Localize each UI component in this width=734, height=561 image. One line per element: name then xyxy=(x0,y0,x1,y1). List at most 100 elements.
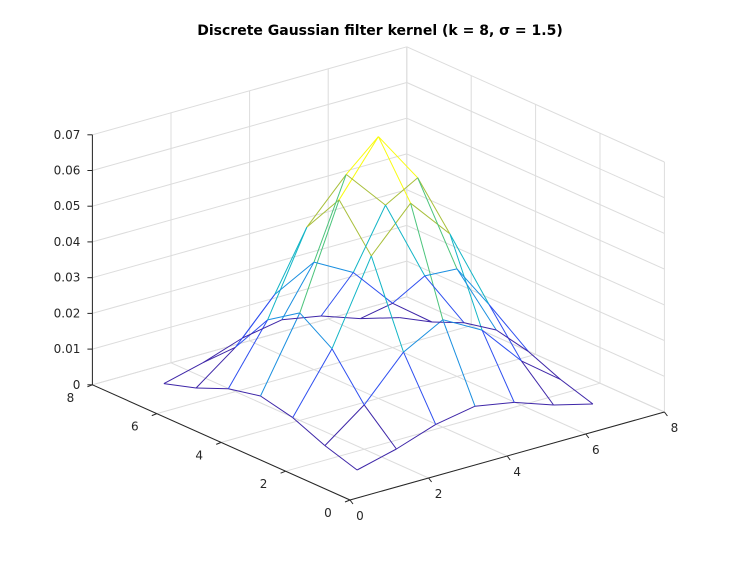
mesh-edge xyxy=(352,272,393,304)
mesh-edge xyxy=(345,136,379,175)
mesh-edge xyxy=(324,445,358,471)
mesh-edge xyxy=(321,315,361,320)
mesh-edge xyxy=(363,351,404,406)
side-wall-grid-line xyxy=(406,46,665,163)
mesh-edge xyxy=(299,312,333,350)
mesh-edge xyxy=(281,315,322,321)
mesh-edge xyxy=(331,255,372,349)
mesh-edge xyxy=(370,202,412,257)
mesh-edge xyxy=(417,177,451,235)
mesh-edge xyxy=(331,348,365,406)
mesh-edge xyxy=(392,275,426,304)
mesh-edge xyxy=(488,304,529,352)
mesh-edge xyxy=(442,319,483,331)
back-wall-grid-line xyxy=(92,224,407,314)
side-wall-grid-line xyxy=(406,153,665,270)
mesh-edge xyxy=(385,177,419,206)
mesh-edge xyxy=(313,261,354,273)
mesh-edge xyxy=(528,351,562,380)
x-tick-mark xyxy=(664,411,668,417)
z-tick-label: 0.05 xyxy=(54,199,81,213)
y-tick-mark xyxy=(280,470,286,474)
mesh-edge xyxy=(202,346,236,364)
y-tick-mark xyxy=(216,441,222,445)
mesh-edge xyxy=(377,136,412,204)
surface-mesh xyxy=(163,136,594,471)
floor-grid-line xyxy=(221,353,536,443)
mesh-edge xyxy=(338,136,379,201)
mesh-edge xyxy=(378,136,419,179)
x-tick-mark xyxy=(349,499,354,505)
mesh-edge xyxy=(514,401,554,406)
floor-grid-line xyxy=(285,382,601,472)
y-tick-label: 6 xyxy=(131,420,139,434)
mesh-edge xyxy=(363,404,397,450)
z-tick-label: 0.03 xyxy=(54,271,81,285)
x-tick-label: 0 xyxy=(356,509,364,523)
mesh-edge xyxy=(431,321,465,324)
mesh-edge xyxy=(474,401,515,407)
side-wall-grid-line xyxy=(406,296,665,413)
side-wall-grid-line xyxy=(406,189,665,306)
mesh-edge xyxy=(435,405,476,425)
mesh-edge xyxy=(424,275,465,324)
mesh-edge xyxy=(553,403,593,406)
mesh-edge xyxy=(306,199,340,228)
mesh-edge xyxy=(227,319,269,390)
mesh-edge xyxy=(385,204,426,277)
y-tick-label: 4 xyxy=(195,448,203,462)
y-tick-label: 2 xyxy=(260,477,268,491)
mesh-edge xyxy=(370,255,404,353)
mesh-edge xyxy=(202,337,243,364)
z-tick-label: 0.04 xyxy=(54,235,81,249)
mesh-edge xyxy=(163,383,197,389)
mesh-edge xyxy=(274,226,308,295)
mesh-edge xyxy=(520,360,555,406)
mesh-edge xyxy=(360,317,400,320)
mesh-edge xyxy=(292,348,333,418)
x-tick-label: 4 xyxy=(513,465,521,479)
chart-title: Discrete Gaussian filter kernel (k = 8, … xyxy=(197,23,562,39)
mesh-edge xyxy=(267,226,308,321)
y-tick-label: 0 xyxy=(324,506,332,520)
mesh-edge xyxy=(449,233,490,305)
back-wall-grid-line xyxy=(92,189,407,279)
side-wall-grid-line xyxy=(406,117,665,234)
back-wall-grid-line xyxy=(92,260,407,350)
mesh-edge xyxy=(306,174,347,228)
mesh-edge xyxy=(481,329,515,403)
y-tick-mark xyxy=(344,499,351,503)
y-tick-mark xyxy=(151,413,157,417)
mesh-edge xyxy=(392,302,433,323)
mesh-edge xyxy=(403,319,444,353)
mesh-edge xyxy=(403,351,437,425)
mesh-edge xyxy=(274,261,315,295)
mesh-edge xyxy=(195,346,236,389)
side-wall-grid-line xyxy=(406,82,665,199)
back-wall-grid-line xyxy=(92,296,407,386)
mesh-edge xyxy=(163,362,204,385)
mesh-edge xyxy=(196,387,229,390)
mesh-edge xyxy=(442,319,476,407)
back-wall-grid-line xyxy=(92,46,407,136)
z-tick-label: 0 xyxy=(73,378,81,392)
mesh-edge xyxy=(496,329,529,353)
mesh-edge xyxy=(417,177,458,270)
x-tick-label: 2 xyxy=(435,487,443,501)
mesh-edge xyxy=(320,272,354,317)
mesh-edge xyxy=(260,395,293,419)
mesh-edge xyxy=(260,312,301,397)
mesh-edge xyxy=(242,319,283,339)
mesh-edge xyxy=(481,329,522,362)
mesh-edge xyxy=(281,261,315,321)
z-tick-label: 0.06 xyxy=(54,164,81,178)
mesh-edge xyxy=(410,203,444,320)
mesh-edge xyxy=(560,379,594,405)
back-wall-grid-line xyxy=(92,153,407,243)
side-wall-grid-line xyxy=(406,224,665,342)
mesh-edge xyxy=(360,302,393,320)
z-tick-label: 0.07 xyxy=(54,128,81,142)
back-wall-grid-line xyxy=(92,82,407,171)
